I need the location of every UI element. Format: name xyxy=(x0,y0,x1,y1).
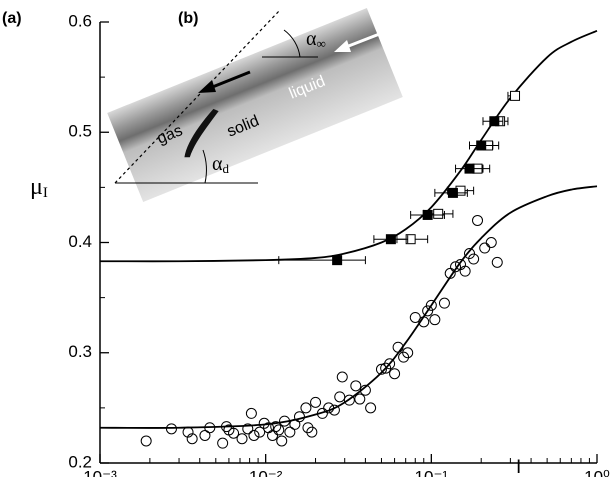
data-point xyxy=(476,140,487,151)
inset-arrow xyxy=(345,31,383,49)
data-point xyxy=(459,265,471,277)
data-point xyxy=(293,411,305,423)
data-point xyxy=(334,391,346,403)
data-point xyxy=(485,237,497,248)
data-point xyxy=(186,433,198,445)
y-tick-label: 0.4 xyxy=(68,232,92,251)
inset-dashed-line xyxy=(114,9,281,184)
inset-arc xyxy=(202,149,207,184)
data-point xyxy=(398,351,410,363)
inset-arrow-head xyxy=(334,40,351,52)
data-point xyxy=(468,253,480,265)
panel-label: (a) xyxy=(2,10,22,27)
data-point xyxy=(510,90,521,101)
data-point xyxy=(425,299,437,311)
data-point xyxy=(217,437,229,449)
panel-label: (b) xyxy=(178,10,198,27)
data-point xyxy=(392,341,404,353)
inset-arrow xyxy=(209,70,251,90)
x-tick-label: 10⁻³ xyxy=(83,467,117,477)
data-point xyxy=(450,261,462,273)
data-point xyxy=(336,371,348,383)
data-point xyxy=(140,435,152,447)
y-tick-label: 0.2 xyxy=(68,452,92,471)
data-point xyxy=(199,429,211,441)
data-point xyxy=(464,163,475,174)
data-point xyxy=(384,358,396,370)
data-point xyxy=(306,426,318,438)
data-point xyxy=(300,402,312,414)
data-point xyxy=(270,421,282,433)
data-point xyxy=(444,267,456,279)
data-point xyxy=(385,234,396,245)
data-point xyxy=(316,407,328,419)
y-tick-label: 0.3 xyxy=(68,342,92,361)
data-point xyxy=(429,314,441,326)
data-point xyxy=(302,422,314,434)
data-point xyxy=(273,424,285,436)
data-point xyxy=(472,214,484,226)
inset-angle-label: α∞ xyxy=(306,28,326,51)
data-point xyxy=(276,435,288,447)
inset-strip xyxy=(107,8,403,202)
data-point xyxy=(359,384,371,396)
data-point xyxy=(284,426,296,438)
y-tick-label: 0.6 xyxy=(68,11,92,30)
data-point xyxy=(418,316,430,328)
data-point xyxy=(489,116,500,127)
inset-arc xyxy=(283,29,301,58)
data-point xyxy=(447,187,458,198)
data-point xyxy=(228,427,240,439)
data-point xyxy=(236,433,248,445)
y-axis-label: μI xyxy=(30,174,48,202)
x-tick-label: 10⁻² xyxy=(249,467,283,477)
data-point xyxy=(258,417,270,429)
data-point xyxy=(242,423,254,435)
fit-curve xyxy=(99,29,598,263)
data-point xyxy=(254,426,266,438)
data-point xyxy=(422,305,434,317)
data-point xyxy=(343,394,355,406)
data-point xyxy=(402,347,414,359)
fit-curve xyxy=(99,185,598,429)
data-point xyxy=(182,426,194,438)
y-tick-label: 0.5 xyxy=(68,122,92,141)
data-point xyxy=(464,248,476,260)
x-tick-label: 10⁻¹ xyxy=(415,467,449,477)
data-point xyxy=(220,421,232,433)
data-point xyxy=(491,256,503,268)
data-point xyxy=(438,297,450,309)
data-point xyxy=(323,402,335,414)
inset-front xyxy=(184,108,219,158)
x-axis-label: I xyxy=(516,457,521,477)
data-point xyxy=(350,380,362,392)
inset-angle-label: αd xyxy=(212,153,229,176)
data-point xyxy=(328,404,340,416)
inset-arrow-head xyxy=(198,80,216,93)
data-point xyxy=(245,407,257,419)
inset-photo: gas liquid solid α∞ αd xyxy=(107,8,403,202)
data-point xyxy=(422,209,433,220)
data-point xyxy=(354,393,366,405)
x-tick-label: 10⁰ xyxy=(584,467,610,477)
data-point xyxy=(479,242,491,254)
data-point xyxy=(204,422,216,434)
data-point xyxy=(310,396,322,408)
data-point xyxy=(433,208,444,219)
data-point xyxy=(409,311,421,323)
data-point xyxy=(165,423,177,435)
data-point xyxy=(375,363,387,375)
data-point xyxy=(389,368,401,380)
data-point xyxy=(289,418,301,430)
data-point xyxy=(332,255,343,266)
data-point xyxy=(279,415,291,427)
data-point xyxy=(248,429,260,441)
data-point xyxy=(365,402,377,414)
